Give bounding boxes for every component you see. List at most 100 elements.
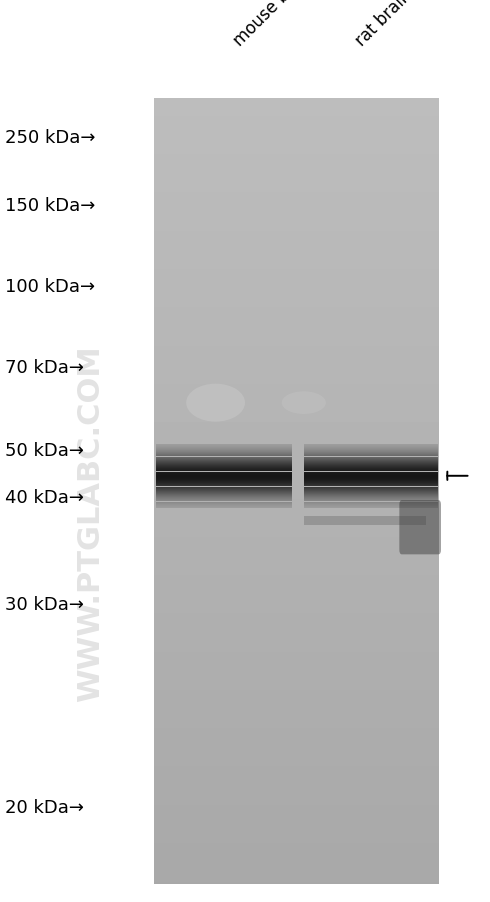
Bar (156, 485, 292, 486)
Bar (156, 502, 292, 503)
Bar (156, 456, 292, 457)
Bar (156, 475, 292, 476)
Bar (156, 499, 292, 500)
Bar (156, 478, 292, 480)
Bar (304, 506, 438, 507)
Bar (304, 489, 438, 490)
Text: 250 kDa→: 250 kDa→ (5, 129, 96, 147)
Text: WWW.PTGLABC.COM: WWW.PTGLABC.COM (76, 345, 105, 702)
Bar (156, 506, 292, 507)
Bar (304, 466, 438, 467)
Bar (304, 494, 438, 495)
Ellipse shape (186, 384, 245, 422)
Bar (304, 503, 438, 504)
Bar (156, 490, 292, 492)
Bar (304, 502, 438, 503)
Bar (304, 497, 438, 498)
Bar (304, 485, 438, 486)
Bar (304, 478, 438, 480)
Bar (156, 471, 292, 472)
Bar (156, 483, 292, 484)
Bar (304, 495, 438, 497)
Bar (304, 458, 438, 459)
Bar (304, 488, 438, 489)
Bar (304, 486, 438, 487)
Bar (156, 461, 292, 463)
Text: 70 kDa→: 70 kDa→ (5, 359, 84, 377)
Bar (304, 517, 426, 526)
Bar (304, 464, 438, 465)
Bar (156, 454, 292, 455)
Bar (156, 463, 292, 464)
Bar (156, 460, 292, 461)
Bar (304, 483, 438, 484)
Bar (156, 444, 292, 446)
Text: 50 kDa→: 50 kDa→ (5, 442, 84, 460)
Bar (304, 470, 438, 471)
Bar (304, 490, 438, 492)
Bar (304, 453, 438, 454)
Bar (156, 503, 292, 504)
Bar (156, 447, 292, 448)
Bar (304, 452, 438, 453)
Bar (156, 501, 292, 502)
Bar (156, 469, 292, 470)
Bar (156, 507, 292, 509)
Bar (304, 456, 438, 457)
Ellipse shape (282, 391, 326, 414)
Bar (156, 472, 292, 473)
Bar (304, 444, 438, 446)
Bar (156, 481, 292, 482)
Bar (304, 465, 438, 466)
Bar (156, 459, 292, 460)
Text: mouse brain: mouse brain (230, 0, 316, 50)
Bar (304, 501, 438, 502)
Bar (156, 476, 292, 477)
Bar (156, 449, 292, 451)
Text: 40 kDa→: 40 kDa→ (5, 489, 84, 507)
Text: 30 kDa→: 30 kDa→ (5, 595, 84, 613)
Bar (156, 493, 292, 494)
Bar (156, 504, 292, 505)
Bar (156, 452, 292, 453)
Bar (156, 474, 292, 475)
Bar (156, 482, 292, 483)
Bar (156, 455, 292, 456)
Bar (156, 500, 292, 501)
Bar (156, 477, 292, 478)
Bar (156, 489, 292, 490)
Bar (304, 471, 438, 472)
Bar (304, 480, 438, 481)
Bar (304, 469, 438, 470)
Bar (156, 451, 292, 452)
Bar (304, 504, 438, 505)
Bar (304, 475, 438, 476)
Bar (156, 495, 292, 497)
Bar (304, 505, 438, 506)
Bar (304, 499, 438, 500)
Text: 20 kDa→: 20 kDa→ (5, 798, 84, 816)
FancyBboxPatch shape (399, 501, 441, 555)
Bar (156, 488, 292, 489)
Bar (304, 474, 438, 475)
Text: 150 kDa→: 150 kDa→ (5, 197, 95, 215)
Bar (156, 505, 292, 506)
Bar (156, 480, 292, 481)
Bar (304, 468, 438, 469)
Bar (304, 487, 438, 488)
Bar (304, 498, 438, 499)
Bar (156, 487, 292, 488)
Bar (156, 448, 292, 449)
Bar (156, 497, 292, 498)
Bar (156, 486, 292, 487)
Bar (156, 465, 292, 466)
Bar (156, 470, 292, 471)
Bar (156, 498, 292, 499)
Bar (156, 457, 292, 458)
Bar (304, 461, 438, 463)
Bar (156, 446, 292, 447)
Bar (304, 457, 438, 458)
Bar (304, 454, 438, 455)
Bar (304, 446, 438, 447)
Bar (304, 463, 438, 464)
